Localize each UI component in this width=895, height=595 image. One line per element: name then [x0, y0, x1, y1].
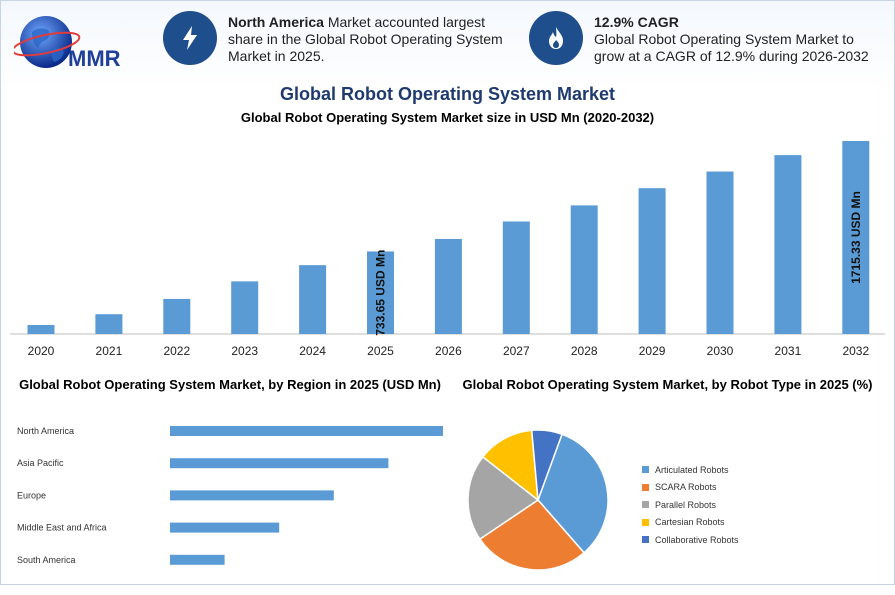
info-badge-region — [163, 11, 217, 65]
legend-label: Articulated Robots — [655, 464, 729, 475]
region-label: South America — [17, 555, 76, 565]
legend-swatch — [642, 483, 649, 491]
pie-legend: Articulated Robots SCARA Robots Parallel R… — [642, 461, 739, 549]
x-tick-2022: 2022 — [163, 344, 190, 358]
region-label: Middle East and Africa — [17, 523, 107, 533]
legend-item: Collaborative Robots — [642, 531, 739, 549]
bar-label-2032: 1715.33 USD Mn — [849, 191, 863, 284]
market-size-bar-chart: 2020 2021 2022 2023 2024 2025 2026 2027 2028 2029… — [10, 141, 885, 358]
legend-swatch — [642, 536, 649, 544]
bar-2029 — [638, 188, 666, 334]
bar-2030 — [706, 171, 734, 334]
info-region-bold: North America — [228, 14, 324, 30]
x-tick-2029: 2029 — [639, 344, 666, 358]
legend-item: Cartesian Robots — [642, 514, 739, 532]
region-label: Europe — [17, 490, 46, 500]
bar-2021 — [95, 314, 123, 334]
bar-2024 — [299, 265, 327, 334]
bar-2023 — [231, 281, 259, 334]
info-badge-cagr — [529, 11, 583, 65]
legend-item: Parallel Robots — [642, 496, 739, 514]
pie-slice — [537, 433, 609, 554]
region-bar-chart: North America Asia Pacific Europe Middle Ea… — [17, 426, 443, 565]
legend-swatch — [642, 518, 649, 526]
region-chart-title: Global Robot Operating System Market, by… — [19, 377, 441, 392]
flame-icon — [549, 27, 563, 49]
bar-2032 — [842, 141, 870, 334]
x-tick-2026: 2026 — [435, 344, 462, 358]
globe-icon: MMR — [11, 16, 121, 71]
x-tick-2031: 2031 — [775, 344, 802, 358]
legend-label: Cartesian Robots — [655, 517, 725, 528]
x-tick-2020: 2020 — [28, 344, 55, 358]
x-tick-2028: 2028 — [571, 344, 598, 358]
pie-slice — [478, 499, 586, 571]
bar-2027 — [502, 221, 530, 334]
info-cagr-bold: 12.9% CAGR — [594, 14, 679, 30]
bar-chart-title: Global Robot Operating System Market siz… — [240, 110, 655, 125]
region-bar — [170, 458, 389, 469]
legend-label: SCARA Robots — [655, 482, 717, 493]
info-region-text: Market accounted largest share in the Gl… — [228, 14, 503, 64]
x-tick-2032: 2032 — [842, 344, 869, 358]
bar-2026 — [434, 238, 462, 334]
legend-label: Parallel Robots — [655, 499, 717, 510]
x-tick-2027: 2027 — [503, 344, 530, 358]
region-bar — [170, 490, 334, 501]
legend-label: Collaborative Robots — [655, 534, 739, 545]
bar-label-2025: 733.65 USD Mn — [374, 250, 388, 336]
svg-text:MMR: MMR — [68, 46, 121, 71]
region-label: Asia Pacific — [17, 458, 64, 468]
legend-item: SCARA Robots — [642, 479, 739, 497]
info-cagr-text: Global Robot Operating System Market to … — [594, 31, 869, 64]
x-tick-2025: 2025 — [367, 344, 394, 358]
bar-2025 — [367, 251, 394, 334]
bar-2022 — [163, 298, 191, 334]
legend-swatch — [642, 501, 649, 509]
bar-2020 — [27, 324, 55, 334]
x-tick-2030: 2030 — [707, 344, 734, 358]
bar-2028 — [570, 205, 598, 334]
legend-item: Articulated Robots — [642, 461, 739, 479]
x-tick-2024: 2024 — [299, 344, 326, 358]
region-label: North America — [17, 426, 74, 436]
pie-slice — [530, 429, 563, 501]
bar-2031 — [774, 155, 802, 334]
robot-type-pie-chart — [467, 429, 609, 571]
info-text-cagr: 12.9% CAGR Global Robot Operating System… — [594, 14, 884, 65]
info-text-region: North America Market accounted largest s… — [228, 14, 513, 65]
lightning-icon — [183, 26, 197, 50]
legend-swatch — [642, 466, 649, 474]
x-tick-2021: 2021 — [96, 344, 123, 358]
region-bar — [170, 522, 280, 533]
region-bar — [170, 426, 443, 436]
page-title: Global Robot Operating System Market — [279, 84, 616, 104]
region-bar — [170, 554, 225, 565]
mmr-logo: MMR — [11, 14, 134, 74]
type-chart-title: Global Robot Operating System Market, by… — [462, 377, 873, 392]
pie-slice — [467, 455, 540, 541]
pie-slice — [481, 429, 539, 502]
x-tick-2023: 2023 — [231, 344, 258, 358]
